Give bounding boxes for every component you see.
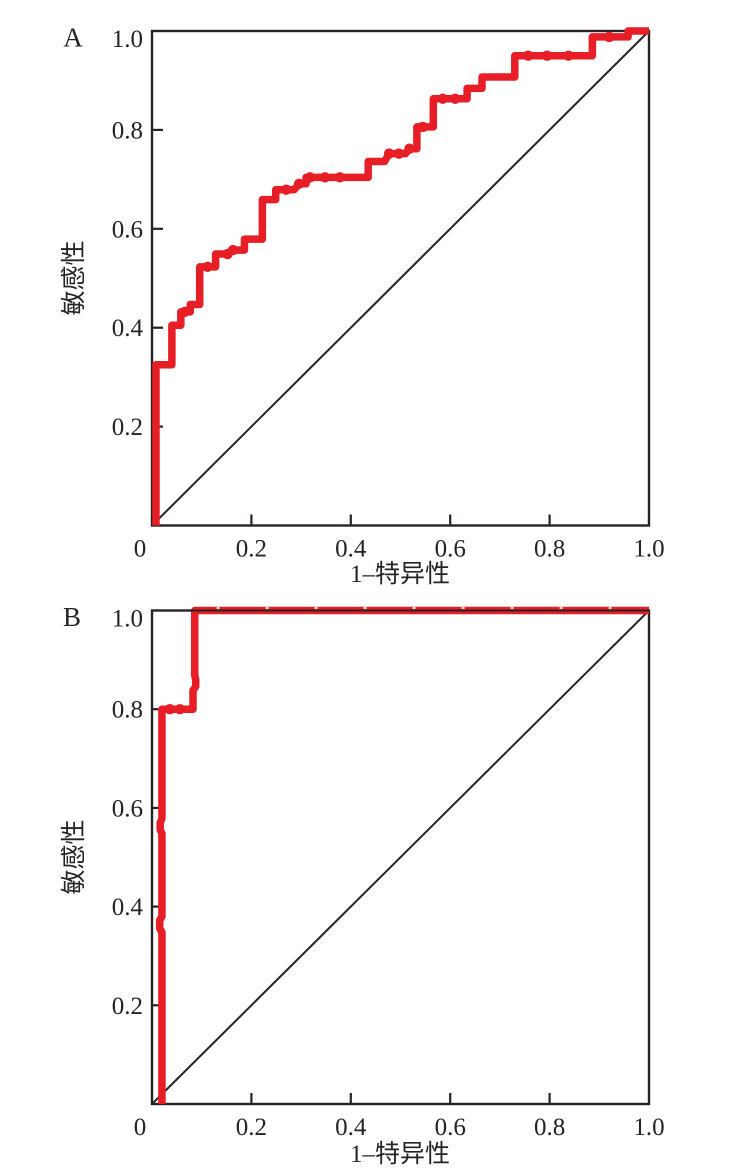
x-tick-label: 1.0: [633, 536, 664, 563]
x-tick-label: 0: [134, 1114, 147, 1141]
x-tick-label: 0.2: [236, 1114, 267, 1141]
y-tick-label: 0.4: [112, 315, 144, 342]
curve-dot: [541, 50, 553, 61]
y-tick-label: 0.8: [112, 117, 143, 144]
y-tick-label: 0.6: [112, 216, 143, 243]
curve-dot: [437, 93, 448, 104]
curve-dot: [604, 31, 615, 43]
curve-dot: [164, 704, 176, 715]
roc-panel-b: 0 0.2 0.4 0.6 0.8 1.0 0.2 0.4 0.6 0.8 1.0: [112, 606, 665, 1142]
x-tick-label: 0.2: [236, 536, 267, 563]
curve-dot: [304, 172, 316, 183]
y-tick-label: 0.6: [112, 795, 143, 822]
panel-b-yaxis-title: 敏感性: [60, 819, 88, 894]
panel-b-xaxis-title: 1–特异性: [350, 1140, 450, 1168]
panel-a-letter: A: [63, 23, 83, 53]
curve-dot: [280, 184, 292, 195]
curve-dot: [334, 172, 346, 183]
curve-dot: [404, 143, 415, 154]
x-tick-label: 0.6: [435, 1114, 466, 1141]
x-tick-label: 0.8: [534, 1114, 565, 1141]
curve-dot: [449, 93, 461, 104]
roc-curve: [155, 606, 649, 1104]
y-tick-label: 0.8: [112, 697, 143, 724]
x-tick-label: 1.0: [633, 1114, 664, 1141]
curve-dot: [319, 172, 331, 183]
panel-a-yaxis-title: 敏感性: [60, 240, 88, 315]
x-tick-label: 0.4: [335, 1114, 367, 1141]
y-tick-label: 0.2: [112, 414, 143, 441]
curve-dot: [383, 148, 395, 159]
y-tick-label: 0.2: [112, 993, 143, 1020]
curve-dot: [174, 704, 186, 715]
x-tick-label: 0.8: [534, 536, 565, 563]
curve-dot: [227, 244, 239, 256]
y-tick-label: 1.0: [112, 606, 143, 633]
curve-dot: [293, 178, 305, 190]
x-tick-label: 0.4: [335, 536, 367, 563]
y-tick-label: 0.4: [112, 894, 144, 921]
x-tick-label: 0: [134, 536, 147, 563]
reference-diagonal-line: [151, 609, 650, 1105]
roc-panel-a: 0 0.2 0.4 0.6 0.8 1.0 0.2 0.4 0.6 0.8 1.0: [112, 26, 665, 563]
roc-curve: [152, 27, 649, 526]
curve-dot: [417, 121, 429, 133]
curve-dot: [563, 50, 574, 61]
x-tick-label: 0.6: [435, 536, 466, 563]
plot-frame: [150, 29, 651, 527]
panel-b-letter: B: [63, 602, 81, 632]
reference-diagonal-line: [151, 30, 650, 527]
curve-dot: [202, 261, 213, 273]
curve-dot: [523, 50, 534, 61]
curve-dot: [179, 306, 191, 318]
curve-dot: [393, 148, 405, 159]
panel-a-xaxis-title: 1–特异性: [350, 560, 450, 588]
y-tick-label: 1.0: [112, 26, 143, 53]
